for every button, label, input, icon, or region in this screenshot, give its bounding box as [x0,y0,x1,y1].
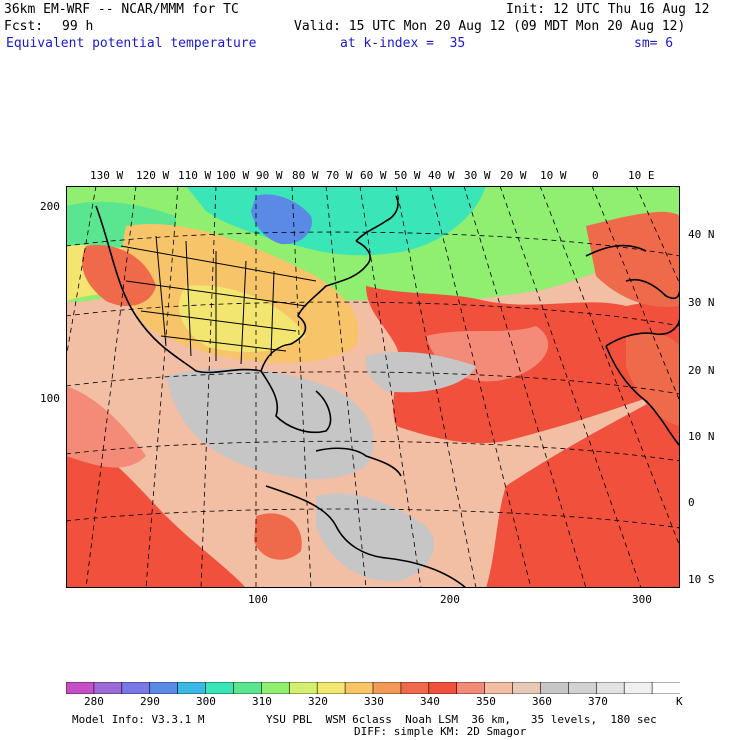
lat-label: 20 N [688,364,715,377]
field-us-west-red [82,245,156,306]
lon-label: 110 W [178,169,212,182]
diff-info: DIFF: simple KM: 2D Smagor [354,725,527,738]
colorbar-swatch [456,682,486,694]
field-us-mid-yellow [178,285,306,352]
colorbar-unit: K [676,695,683,708]
colorbar-swatch [261,682,291,694]
colorbar-swatch [205,682,235,694]
field-north-blue [251,194,312,245]
lon-label: 10 E [628,169,655,182]
colorbar-swatch [623,682,653,694]
field-se-red [486,386,680,588]
colorbar-label: 330 [364,695,384,708]
lon-label: 90 W [256,169,283,182]
colorbar-swatch [400,682,430,694]
field-grey-atl [365,351,476,393]
colorbar-label: 360 [532,695,552,708]
colorbar-swatch [316,682,346,694]
colorbar-label: 370 [588,695,608,708]
colorbar-label: 310 [252,695,272,708]
colorbar-swatch [121,682,151,694]
colorbar-swatch [344,682,374,694]
lat-label: 40 N [688,228,715,241]
grid-y-label: 100 [40,392,60,405]
grid-y-label: 200 [40,200,60,213]
lon-label: 40 W [428,169,455,182]
lat-label: 10 S [688,573,715,586]
colorbar-swatch [512,682,542,694]
grid-x-label: 200 [440,593,460,606]
field-africa-red [626,331,680,426]
grid-x-label: 100 [248,593,268,606]
colorbar-swatch [540,682,570,694]
field-europe-red [586,211,680,307]
colorbar-swatch [288,682,318,694]
theta-e-map [66,186,680,588]
graticule [66,186,680,588]
lon-label: 130 W [90,169,124,182]
forecast-hour: 99 h [62,19,94,34]
field-grey-south [316,493,435,582]
valid-time: Valid: 15 UTC Mon 20 Aug 12 (09 MDT Mon … [294,19,686,34]
lat-label: 0 [688,496,695,509]
colorbar-swatch [66,682,95,694]
colorbar-label: 290 [140,695,160,708]
colorbar-swatch [372,682,402,694]
lat-label: 10 N [688,430,715,443]
colorbar-swatch [568,682,598,694]
lon-label: 50 W [394,169,421,182]
colorbar-swatch [93,682,123,694]
forecast-label: Fcst: [4,19,44,34]
lon-label: 100 W [216,169,250,182]
colorbar-swatch [177,682,207,694]
lon-label: 60 W [360,169,387,182]
colorbar-label: 280 [84,695,104,708]
lat-label: 30 N [688,296,715,309]
physics-info: YSU PBL WSM 6class Noah LSM 36 km, 35 le… [266,713,657,726]
lon-label: 20 W [500,169,527,182]
field-amazon-red [254,513,302,560]
lon-label: 80 W [292,169,319,182]
model-title: 36km EM-WRF -- NCAR/MMM for TC [4,2,239,17]
colorbar-label: 300 [196,695,216,708]
field-name: Equivalent potential temperature [6,36,257,51]
field-pacific-red [66,436,246,588]
model-info: Model Info: V3.3.1 M [72,713,205,726]
lon-label: 0 [592,169,599,182]
colorbar-swatch [428,682,458,694]
colorbar-swatch [651,682,680,694]
colorbar-swatch [233,682,263,694]
lon-label: 120 W [136,169,170,182]
init-time: Init: 12 UTC Thu 16 Aug 12 [506,2,710,17]
lon-label: 10 W [540,169,567,182]
map-frame [66,186,680,588]
smoothing-label: sm= 6 [634,36,674,51]
field-pacific-salmon [66,386,146,468]
colorbar-swatch [595,682,625,694]
colorbar-label: 320 [308,695,328,708]
colorbar-label: 340 [420,695,440,708]
colorbar-swatch [484,682,514,694]
lon-label: 30 W [464,169,491,182]
state-borders [120,235,317,365]
grid-x-label: 300 [632,593,652,606]
colorbar-swatch [149,682,179,694]
lon-label: 70 W [326,169,353,182]
colorbar-label: 350 [476,695,496,708]
colorbar [66,682,680,694]
level-label: at k-index = 35 [340,36,466,51]
coastlines [95,195,680,588]
